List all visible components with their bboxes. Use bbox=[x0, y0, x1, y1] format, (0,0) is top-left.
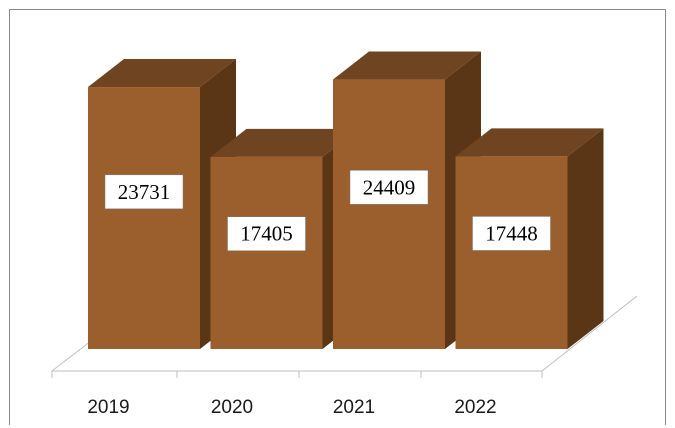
data-label-box bbox=[349, 170, 429, 205]
bar-top-face bbox=[210, 128, 359, 157]
x-tick-label: 2019 bbox=[87, 397, 129, 418]
bar-front-face bbox=[210, 156, 323, 349]
bar-top-face bbox=[333, 51, 481, 80]
bar-front-face bbox=[333, 79, 445, 349]
bar-2021: 24409 bbox=[333, 51, 481, 349]
bar-top-face bbox=[455, 128, 604, 157]
bar-front-face bbox=[455, 156, 568, 349]
x-tick-label: 2022 bbox=[454, 397, 496, 418]
bar-top-face bbox=[88, 59, 236, 88]
x-tick-label: 2020 bbox=[211, 397, 253, 418]
data-label-box bbox=[472, 216, 551, 251]
data-label-box bbox=[227, 216, 306, 251]
bar-2019: 23731 bbox=[88, 59, 236, 350]
chart-frame bbox=[9, 9, 666, 425]
tick-labels-group: 2019 2020 2021 2022 bbox=[87, 397, 496, 418]
x-tick-label: 2021 bbox=[333, 397, 375, 418]
bars-group: 23731 17405 24409 17448 bbox=[88, 51, 604, 350]
bar-2022: 17448 bbox=[455, 128, 604, 349]
data-label: 17448 bbox=[485, 221, 538, 245]
data-label-box bbox=[104, 174, 184, 210]
bar-front-face bbox=[88, 87, 200, 350]
data-label: 17405 bbox=[240, 222, 293, 246]
bar-side-face bbox=[567, 128, 604, 349]
data-label: 24409 bbox=[363, 175, 416, 199]
data-label: 23731 bbox=[118, 180, 171, 204]
